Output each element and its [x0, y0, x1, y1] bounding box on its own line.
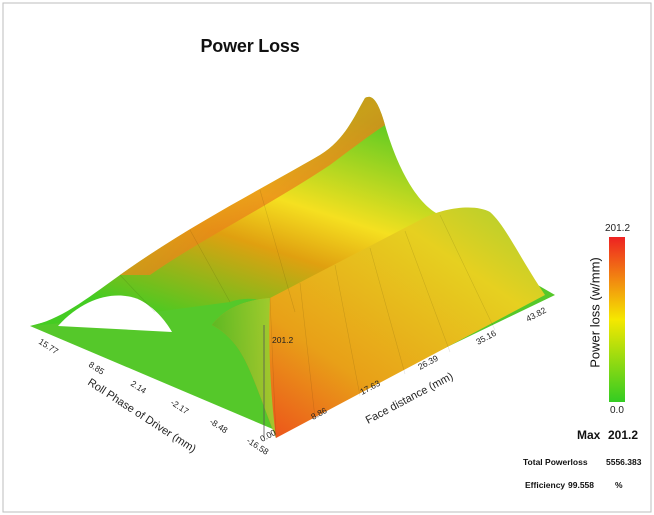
colorbar: [609, 237, 625, 402]
x-tick-label: -2.17: [169, 397, 191, 416]
colorbar-min-label: 0.0: [610, 405, 624, 416]
y-tick-label: 26.39: [416, 353, 440, 372]
efficiency-label: Efficiency: [525, 480, 566, 490]
efficiency-unit: %: [615, 480, 623, 490]
x-tick-label: 8.85: [87, 359, 107, 377]
y-tick-label: 43.82: [524, 305, 548, 324]
total-powerloss-label: Total Powerloss: [523, 457, 588, 467]
surface-mesh: [119, 189, 496, 439]
total-powerloss-value: 5556.383: [606, 457, 642, 467]
efficiency-value: 99.558: [568, 480, 594, 490]
front-ridge: [212, 207, 545, 438]
y-tick-label: 17.63: [358, 378, 382, 397]
valley-gap: [58, 295, 172, 332]
y-tick-label: 8.86: [309, 405, 329, 422]
colorbar-max-label: 201.2: [605, 223, 631, 234]
max-value: 201.2: [608, 428, 639, 442]
rear-ridge-crest: [120, 96, 385, 275]
colorbar-title: Power loss (w/mm): [587, 257, 603, 368]
chart-title: Power Loss: [200, 36, 300, 56]
y-tick-label: 0.00: [258, 427, 278, 444]
x-tick-label: 2.14: [129, 378, 149, 396]
x-tick-label: 15.77: [37, 336, 61, 356]
x-tick-label: -8.48: [208, 416, 230, 435]
y-tick-label: 35.16: [474, 328, 498, 347]
front-ridge-side: [212, 298, 276, 438]
max-label: Max: [577, 428, 601, 442]
z-tick-label: 201.2: [272, 335, 294, 345]
